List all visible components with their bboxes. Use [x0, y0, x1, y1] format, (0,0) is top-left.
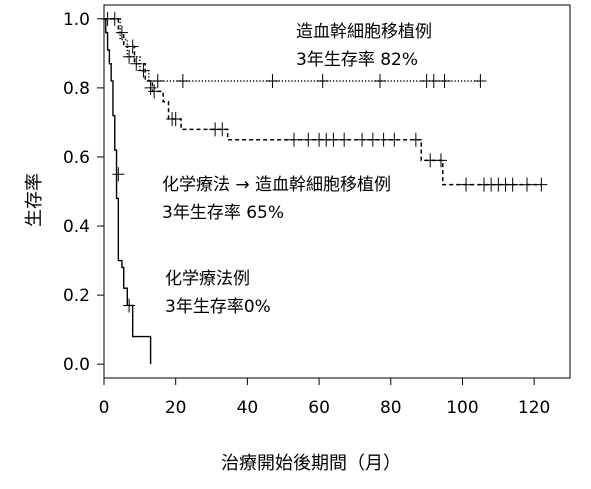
annotation-transplant-line2: 3年生存率 82% — [296, 50, 418, 70]
axes: 0 20 40 60 80 100 120 0.0 0.2 0.4 0.6 0.8 1.0 — [63, 4, 571, 418]
y-tick-label: 0.4 — [63, 217, 90, 237]
censor-mark — [144, 80, 157, 95]
labels: 治療開始後期間（月） 生存率 造血幹細胞移植例 3年生存率 82% 化学療法 →… — [24, 21, 432, 474]
censor-mark — [266, 73, 279, 88]
x-tick-label: 100 — [446, 398, 478, 418]
censor-mark — [438, 73, 451, 88]
censor-mark — [148, 84, 161, 99]
censor-mark — [112, 167, 125, 182]
x-tick-label: 40 — [237, 398, 259, 418]
annotation-chemo-transplant-line2: 3年生存率 65% — [162, 203, 284, 223]
censor-mark — [388, 132, 401, 147]
censor-mark — [137, 63, 150, 78]
censor-mark — [287, 132, 300, 147]
y-axis-title: 生存率 — [24, 173, 45, 227]
censor-mark — [216, 122, 229, 137]
censor-mark — [506, 177, 519, 192]
censor-mark — [169, 111, 182, 126]
censor-mark — [409, 132, 422, 147]
x-tick-label: 0 — [99, 398, 110, 418]
series-layer — [101, 11, 548, 365]
censor-mark — [176, 73, 189, 88]
annotation-chemo-transplant-line1: 化学療法 → 造血幹細胞移植例 — [162, 174, 391, 195]
censor-mark — [427, 73, 440, 88]
censor-mark — [151, 73, 164, 88]
y-tick-label: 0.0 — [63, 355, 90, 375]
annotation-chemo-line1: 化学療法例 — [165, 269, 250, 289]
y-tick-label: 0.2 — [63, 286, 90, 306]
y-tick-label: 1.0 — [63, 10, 90, 30]
x-axis-title: 治療開始後期間（月） — [221, 453, 401, 474]
x-tick-label: 80 — [380, 398, 402, 418]
x-tick-label: 120 — [518, 398, 550, 418]
censor-mark — [377, 132, 390, 147]
censor-mark — [434, 153, 447, 168]
censor-mark — [520, 177, 533, 192]
y-tick-label: 0.8 — [63, 79, 90, 99]
censor-mark — [374, 73, 387, 88]
censor-mark — [535, 177, 548, 192]
censor-mark — [474, 73, 487, 88]
annotation-transplant-line1: 造血幹細胞移植例 — [296, 21, 432, 42]
censor-mark — [123, 298, 136, 313]
plot-frame — [103, 4, 571, 379]
annotation-chemo-line2: 3年生存率0% — [165, 297, 271, 317]
censor-mark — [460, 177, 473, 192]
censor-mark — [115, 25, 128, 40]
y-tick-label: 0.6 — [63, 148, 90, 168]
censor-mark — [366, 132, 379, 147]
x-tick-label: 20 — [165, 398, 187, 418]
censor-mark — [424, 153, 437, 168]
censor-mark — [327, 132, 340, 147]
x-tick-label: 60 — [308, 398, 330, 418]
censor-mark — [123, 49, 136, 64]
series-line-dashed — [104, 18, 542, 186]
censor-mark — [356, 132, 369, 147]
censor-mark — [302, 132, 315, 147]
censor-mark — [126, 39, 139, 54]
censor-mark — [316, 73, 329, 88]
censor-mark — [338, 132, 351, 147]
